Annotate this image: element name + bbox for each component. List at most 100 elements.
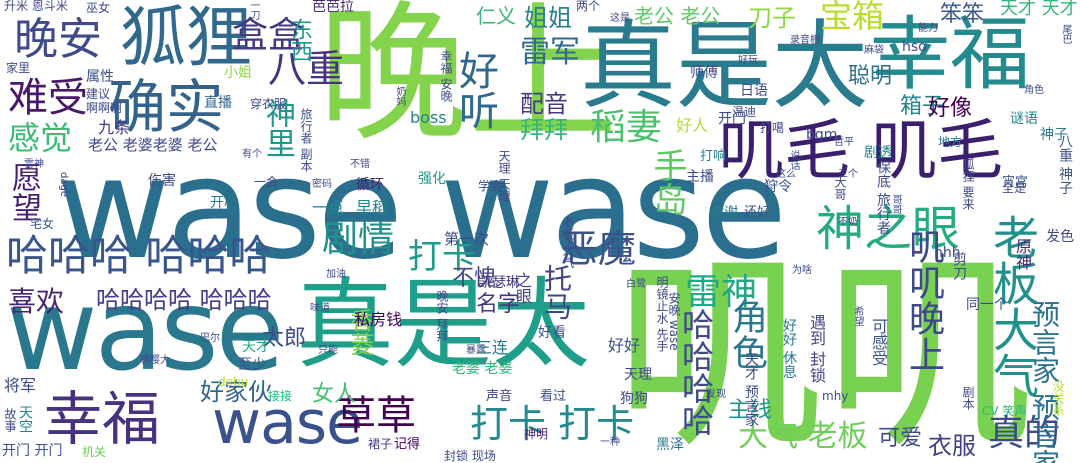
word-tongyige: 同一个 — [966, 297, 1008, 313]
word-zhenshitai-1: 真是太 — [580, 10, 868, 122]
word-haihao: 还好 — [744, 205, 771, 220]
word-yidian: 一点 — [312, 198, 345, 217]
word-jide: 记得 — [394, 437, 421, 452]
word-haoxiang: 好像 — [928, 96, 973, 121]
word-daqi-laoban: 大气 老板 — [738, 419, 868, 454]
word-zheshi: 这是 — [610, 13, 630, 24]
word-jiejie2: 接接 — [268, 389, 293, 403]
word-hahahaha-2: 哈哈哈哈 哈哈哈 — [96, 286, 272, 314]
word-fengsuo-xianchang: 封锁 现场 — [444, 449, 496, 463]
word-mingzi: 名字 — [476, 292, 521, 317]
word-jiji: 叽叽 — [614, 232, 1035, 463]
word-sifangqian: 私房钱 — [354, 310, 403, 329]
word-bukui: 不愧 — [452, 266, 497, 291]
word-laobandaqi: 老板大气 — [986, 214, 1040, 398]
word-zaodao: 早稻 — [356, 198, 389, 217]
word-jimao: 叽毛 叽毛 — [718, 112, 1003, 189]
word-tiankong: 天空 — [17, 405, 33, 433]
word-wase-1: wase — [6, 266, 284, 396]
word-xihuan: 喜欢 — [8, 285, 65, 318]
word-xiexie: 谢谢 — [710, 205, 738, 221]
word-dage-en: dage — [58, 172, 69, 197]
word-congming: 聪明 — [848, 64, 893, 89]
word-shenzi: 神子 — [1040, 127, 1068, 143]
word-xiangzi: 箱子 — [900, 94, 945, 119]
word-ganjue: 感觉 — [8, 119, 73, 157]
word-zhibo: 直播 — [204, 95, 232, 111]
word-gougou: 狗狗 — [620, 391, 648, 407]
word-laoban-daqi: 老板 大气 — [561, 216, 575, 268]
word-qunzi: 裙子 — [368, 437, 393, 451]
word-laogong-laopo: 老公 老婆老婆 老公 — [88, 136, 218, 154]
word-yidao: 一刀 — [248, 0, 259, 20]
word-zhuxian: 主线 — [728, 398, 773, 423]
word-yizhong: 一种 — [600, 437, 620, 448]
word-sanlian: 三连 — [476, 338, 509, 357]
word-weiba: 尾巴 — [1060, 24, 1071, 44]
word-hahaha: 哈哈哈 哈哈哈 — [6, 231, 272, 280]
word-jiguan: 机关 — [82, 445, 107, 459]
word-dage: 大哥 — [833, 176, 847, 200]
word-xuehui: 学会 — [478, 179, 503, 193]
word-yougeren: 有个 — [242, 149, 262, 160]
word-jiayou: 加油 — [326, 269, 346, 280]
word-gushi: 故事 — [3, 408, 17, 432]
word-bucuo: 不错 — [350, 159, 370, 170]
word-boss: boss — [410, 108, 447, 127]
word-kaiselin: 凯瑟琳 — [478, 275, 520, 291]
word-mingjingzhishui: 明镜止水 先手 — [655, 276, 669, 352]
word-tailang: 太郎 — [262, 326, 307, 351]
word-heize: 黑泽 — [656, 437, 684, 453]
word-baolu: 暴露 — [466, 345, 486, 356]
word-renyi: 仁义 — [476, 4, 516, 28]
word-jutou: 剧透 — [864, 145, 892, 161]
word-riyu: 日语 — [740, 83, 768, 99]
word-laopo-laopo: 老婆 老婆 — [452, 361, 513, 377]
word-juqing: 剧情 — [322, 219, 395, 260]
word-leijun: 雷军 — [520, 35, 580, 70]
word-huli-yaolai: 狐狸 要来 — [961, 158, 975, 210]
word-sange: 三个 — [838, 169, 858, 180]
word-xingfu-anwan: 幸福 安晚 — [439, 50, 453, 102]
word-peiyin: 配音 — [520, 90, 568, 118]
word-xingfu-1: 幸福 — [870, 8, 1030, 101]
word-shengmi: 升米 恩斗米 — [4, 0, 68, 13]
word-liangge: 两个 — [576, 0, 601, 13]
word-caocao: 草草 — [336, 393, 416, 439]
word-zhenshitai-2: 真是太 — [296, 268, 591, 382]
word-xiaojie: 小姐 — [224, 65, 252, 81]
word-dongxi: 东西 — [287, 18, 312, 62]
word-haojiahuo: 好家伙 — [200, 378, 272, 406]
word-tiancai-tiancai: 天才 天才 — [1000, 0, 1078, 19]
word-jiandao: 剪刀 — [951, 252, 967, 280]
word-jiutiao: 九条 — [98, 118, 131, 137]
word-zheping: 哲平 — [834, 137, 854, 148]
word-daka-daka: 打卡 打卡 — [470, 402, 635, 446]
word-zhineng: 只能 — [318, 345, 338, 356]
word-haowan: 好玩 — [738, 55, 758, 66]
word-wanan: 晚安 — [14, 14, 102, 65]
word-miyu: 谜语 — [1010, 111, 1038, 127]
word-shifu: 师傅 — [690, 65, 718, 81]
word-hhh: hhh — [934, 245, 961, 261]
word-yuanshen: 原神 — [1013, 238, 1032, 270]
word-cv-xiaosheng: CV 笑声 — [982, 404, 1027, 418]
word-bailu: 白鹭 — [626, 279, 646, 290]
word-leishen: 雷神 — [685, 272, 758, 313]
word-wase-wase: wase wase — [56, 128, 787, 291]
word-jiaose: 角色 — [726, 298, 767, 370]
word-queshi: 确实 — [108, 73, 225, 141]
word-kanguo: 看过 — [540, 389, 567, 404]
word-daxiang: 打响 — [700, 149, 727, 164]
word-madai: 麻袋 — [864, 45, 884, 56]
word-shenming: 神明 — [524, 427, 549, 441]
word-tianli: 天理 — [624, 367, 652, 383]
word-kaimen: 开门 — [718, 111, 746, 127]
word-jiaose-small: 角色 — [1024, 85, 1044, 96]
word-haokan: 好看 — [538, 325, 566, 341]
word-tiancai-yuyanjia: 天才 预言家 — [743, 352, 759, 427]
word-hso: hso — [902, 39, 927, 55]
word-nvren: 女人 — [312, 382, 357, 407]
word-shanghai: 伤害 — [148, 173, 176, 189]
word-zheme: 这么 — [776, 169, 796, 180]
